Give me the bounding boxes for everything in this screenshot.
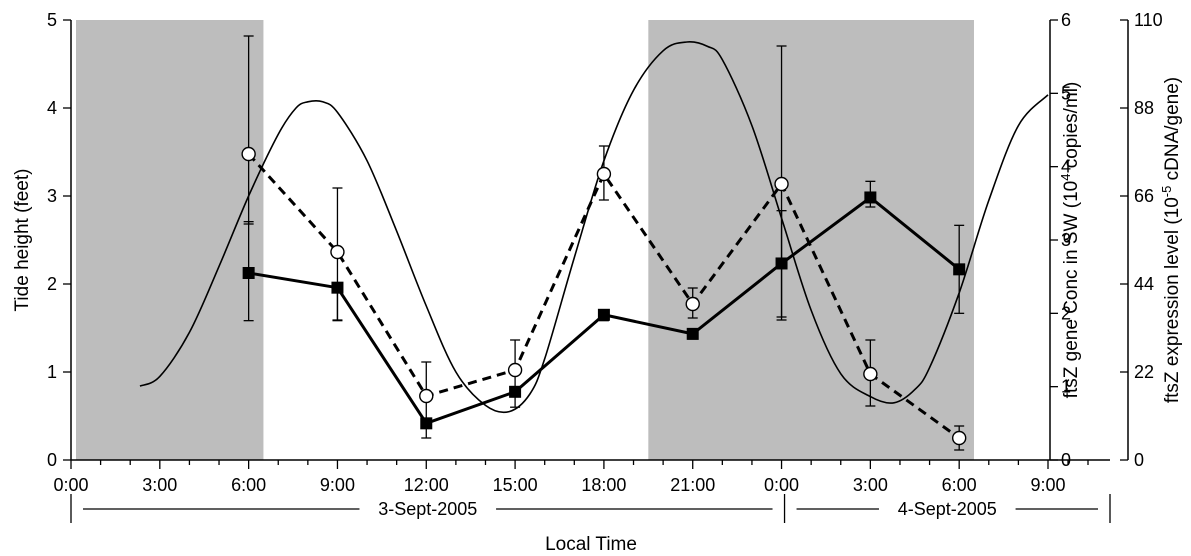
date-label-1: 4-Sept-2005 bbox=[898, 499, 997, 519]
tide-curve-layer bbox=[139, 41, 1049, 414]
circle-marker-2 bbox=[419, 388, 434, 404]
x-tick-label-8: 0:00 bbox=[764, 475, 799, 495]
x-axis-title: Local Time bbox=[545, 534, 637, 555]
right2-tick-label-2: 44 bbox=[1134, 274, 1154, 294]
tide-curve bbox=[139, 41, 1049, 414]
right1-tick-label-5: 5 bbox=[1061, 83, 1071, 103]
axes-layer: 0 1 2 3 4 5 0 1 2 3 4 5 6 0 22 44 66 88 110 0:00 3:00 6:00 9:0… bbox=[47, 10, 1163, 523]
circle-marker-3 bbox=[507, 362, 523, 378]
right1-tick-label-4: 4 bbox=[1061, 157, 1071, 177]
left-tick-label-5: 5 bbox=[47, 10, 57, 30]
circle-marker-4 bbox=[596, 166, 612, 182]
left-tick-label-4: 4 bbox=[47, 98, 57, 118]
right1-tick-label-3: 3 bbox=[1061, 230, 1071, 250]
data-series-layer bbox=[241, 35, 967, 451]
right2-tick-label-3: 66 bbox=[1134, 186, 1154, 206]
left-tick-label-2: 2 bbox=[47, 274, 57, 294]
circle-marker-8 bbox=[951, 430, 967, 446]
left-tick-label-3: 3 bbox=[47, 186, 57, 206]
circle-marker-0 bbox=[241, 146, 256, 162]
x-tick-label-1: 3:00 bbox=[142, 475, 177, 495]
x-tick-label-0: 0:00 bbox=[53, 475, 88, 495]
x-tick-label-6: 18:00 bbox=[581, 475, 626, 495]
circle-marker-5 bbox=[685, 296, 700, 312]
square-marker-0 bbox=[242, 267, 255, 279]
series-line-1 bbox=[247, 152, 961, 440]
square-marker-4 bbox=[597, 308, 610, 321]
circle-marker-6 bbox=[774, 176, 789, 192]
right2-tick-label-1: 22 bbox=[1134, 362, 1154, 382]
right1-tick-label-6: 6 bbox=[1061, 10, 1071, 30]
square-marker-3 bbox=[509, 385, 522, 398]
left-axis-title: Tide height (feet) bbox=[12, 169, 33, 312]
night-shading-layer bbox=[76, 20, 974, 460]
x-tick-label-11: 9:00 bbox=[1030, 475, 1065, 495]
circle-marker-1 bbox=[330, 244, 345, 260]
x-tick-label-9: 3:00 bbox=[853, 475, 888, 495]
square-marker-5 bbox=[686, 327, 699, 340]
x-tick-label-4: 12:00 bbox=[404, 475, 449, 495]
right1-tick-label-1: 1 bbox=[1061, 377, 1071, 397]
right1-tick-label-0: 0 bbox=[1061, 450, 1071, 470]
right2-tick-label-5: 110 bbox=[1134, 10, 1163, 30]
square-marker-8 bbox=[953, 263, 966, 276]
x-tick-label-10: 6:00 bbox=[942, 475, 977, 495]
right2-tick-label-4: 88 bbox=[1134, 98, 1154, 118]
right2-tick-label-0: 0 bbox=[1134, 450, 1144, 470]
right-axis1-title: ftsZ gene Conc in SW (104 copies/ml) bbox=[1058, 82, 1083, 399]
x-tick-label-2: 6:00 bbox=[231, 475, 266, 495]
right-axis2-title: ftsZ expression level (10-5 cDNA/gene) bbox=[1159, 77, 1184, 403]
x-tick-label-3: 9:00 bbox=[320, 475, 355, 495]
left-tick-label-0: 0 bbox=[47, 450, 57, 470]
left-tick-label-1: 1 bbox=[47, 362, 57, 382]
square-marker-7 bbox=[864, 191, 877, 204]
right1-tick-label-2: 2 bbox=[1061, 303, 1071, 323]
x-tick-label-5: 15:00 bbox=[493, 475, 538, 495]
night-shade-0 bbox=[76, 20, 264, 460]
circle-marker-7 bbox=[863, 366, 878, 382]
date-label-0: 3-Sept-2005 bbox=[378, 499, 477, 519]
x-tick-label-7: 21:00 bbox=[670, 475, 715, 495]
